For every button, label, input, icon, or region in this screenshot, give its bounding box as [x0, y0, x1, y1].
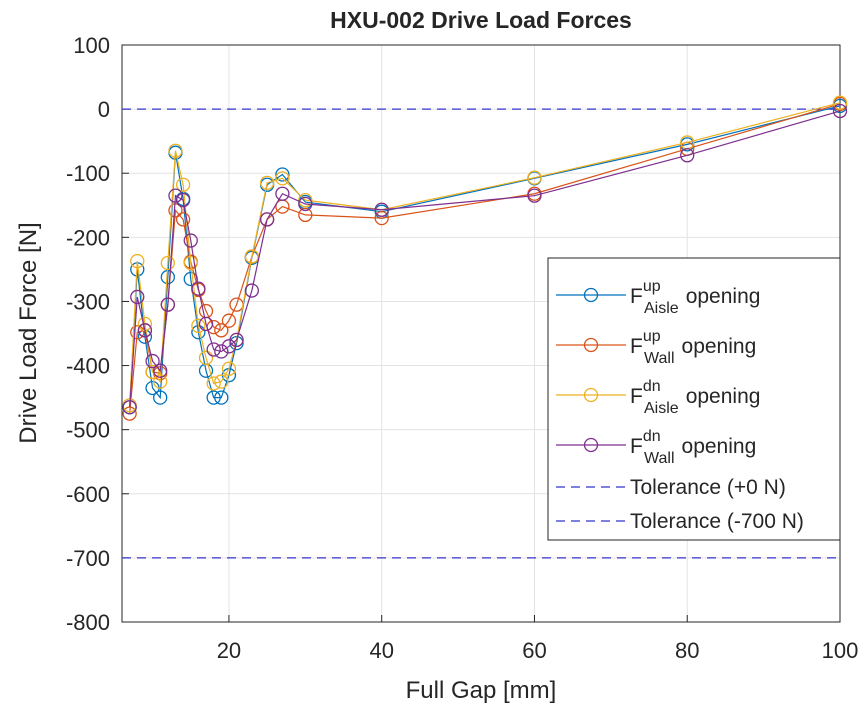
marker	[527, 188, 542, 203]
marker	[221, 313, 237, 328]
marker	[145, 353, 160, 369]
marker	[374, 202, 389, 217]
marker	[206, 342, 221, 357]
y-tick-label: -600	[66, 482, 110, 507]
marker	[183, 255, 198, 271]
marker	[214, 390, 229, 405]
marker	[168, 143, 183, 158]
x-tick-label: 80	[675, 638, 699, 663]
y-tick-label: 100	[73, 33, 110, 58]
y-tick-label: -700	[66, 546, 110, 571]
legend-sup: dn	[643, 378, 661, 395]
y-axis-label: Drive Load Force [N]	[15, 222, 42, 443]
marker	[168, 188, 183, 203]
y-tick-label: -100	[66, 161, 110, 186]
marker	[153, 390, 168, 405]
legend-marker	[583, 387, 599, 403]
legend-label: Fup Aisle opening	[630, 278, 760, 317]
legend-text: opening	[682, 335, 757, 358]
marker	[183, 233, 198, 248]
marker	[259, 175, 275, 190]
legend-label: Tolerance (-700 N)	[630, 510, 804, 533]
marker	[122, 400, 137, 415]
marker	[130, 325, 145, 340]
marker	[175, 212, 191, 227]
marker	[206, 390, 221, 405]
marker	[198, 316, 214, 332]
legend-sub: Aisle	[644, 400, 679, 417]
legend-label: Fdn Wall opening	[630, 428, 756, 467]
marker	[130, 253, 145, 269]
marker	[527, 170, 542, 185]
y-tick-label: -200	[66, 225, 110, 250]
legend-symbol: F	[630, 435, 643, 458]
marker	[191, 318, 206, 333]
marker	[275, 186, 290, 201]
x-tick-label: 60	[522, 638, 546, 663]
marker	[275, 167, 290, 182]
series-line	[129, 103, 841, 414]
y-tick-label: -500	[66, 418, 110, 443]
marker	[175, 192, 191, 208]
legend-sub: Aisle	[644, 300, 679, 317]
legend-marker	[583, 337, 599, 353]
marker	[153, 363, 168, 378]
marker	[259, 212, 275, 227]
y-tick-label: -400	[66, 354, 110, 379]
marker	[153, 374, 168, 389]
legend-sub: Wall	[644, 350, 675, 367]
marker	[214, 323, 229, 338]
legend-sub: Wall	[644, 450, 675, 467]
marker	[206, 376, 221, 391]
y-tick-label: -300	[66, 289, 110, 314]
series-line	[129, 105, 841, 408]
legend-sup: up	[643, 328, 661, 345]
legend-label: Fup Wall opening	[630, 328, 756, 367]
marker	[298, 192, 313, 208]
legend-text: opening	[686, 385, 761, 408]
y-tick-label: 0	[98, 97, 110, 122]
legend-label: Tolerance (+0 N)	[630, 476, 786, 499]
marker	[137, 323, 153, 338]
marker	[198, 350, 214, 366]
marker	[229, 332, 244, 348]
legend-marker	[583, 437, 599, 453]
marker	[680, 148, 695, 163]
legend-symbol: F	[630, 285, 643, 308]
marker	[214, 374, 229, 389]
marker	[275, 171, 290, 186]
marker	[130, 289, 145, 305]
marker	[832, 95, 848, 110]
marker	[175, 177, 191, 192]
legend-sup: dn	[643, 428, 661, 445]
legend-text: opening	[682, 435, 757, 458]
legend-sup: up	[643, 278, 661, 295]
series-line	[129, 102, 841, 406]
legend-label: Fdn Aisle opening	[630, 378, 760, 417]
marker	[221, 361, 237, 376]
legend-symbol: F	[630, 385, 643, 408]
marker	[244, 249, 260, 264]
marker	[298, 207, 313, 223]
x-tick-label: 20	[217, 638, 241, 663]
marker	[145, 364, 160, 380]
x-tick-label: 100	[822, 638, 859, 663]
chart-title: HXU-002 Drive Load Forces	[330, 7, 632, 33]
marker	[214, 344, 229, 359]
marker	[298, 196, 313, 212]
legend-text: opening	[686, 285, 761, 308]
x-tick-label: 40	[369, 638, 393, 663]
marker	[244, 283, 260, 298]
y-tick-label: -800	[66, 610, 110, 635]
legend-marker	[583, 287, 599, 303]
series-line	[129, 110, 841, 408]
marker	[374, 210, 389, 226]
marker	[160, 255, 175, 271]
marker	[191, 281, 206, 296]
x-axis-label: Full Gap [mm]	[406, 677, 557, 704]
marker	[832, 103, 848, 119]
legend-symbol: F	[630, 335, 643, 358]
marker	[160, 297, 175, 312]
